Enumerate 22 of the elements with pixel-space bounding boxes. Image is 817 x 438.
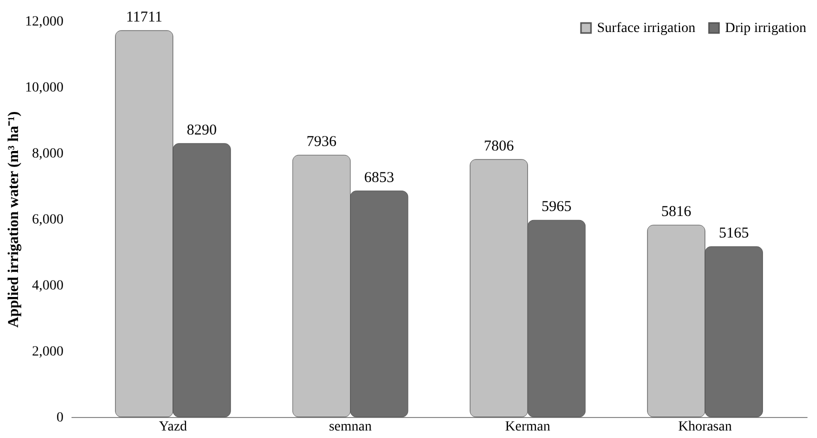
data-label: 7806 [484, 138, 514, 154]
x-tick-label: Khorasan [678, 420, 732, 434]
y-tick-label: 8,000 [32, 146, 64, 162]
y-tick-label: 12,000 [25, 14, 64, 30]
data-label: 5165 [718, 226, 749, 242]
y-tick-label: 10,000 [25, 80, 64, 96]
legend-label: Drip irrigation [725, 21, 806, 36]
legend-label: Surface irrigation [597, 21, 696, 36]
y-axis-title: Applied irrigation water (m³ ha⁻¹) [6, 111, 22, 328]
y-tick-label: 6,000 [32, 212, 64, 228]
y-tick-label: 4,000 [32, 278, 64, 294]
y-tick-label: 2,000 [32, 344, 64, 360]
data-label: 6853 [364, 170, 394, 186]
x-tick-label: semnan [328, 420, 372, 434]
data-label: 11711 [126, 10, 162, 26]
y-tick-label: 0 [56, 410, 64, 426]
x-tick-label: Kerman [505, 420, 550, 434]
data-label: 7936 [306, 134, 338, 150]
data-label: 5965 [541, 199, 572, 216]
x-tick-label: Yazd [158, 420, 188, 434]
data-label: 8290 [186, 122, 217, 138]
data-label: 5816 [661, 204, 692, 220]
